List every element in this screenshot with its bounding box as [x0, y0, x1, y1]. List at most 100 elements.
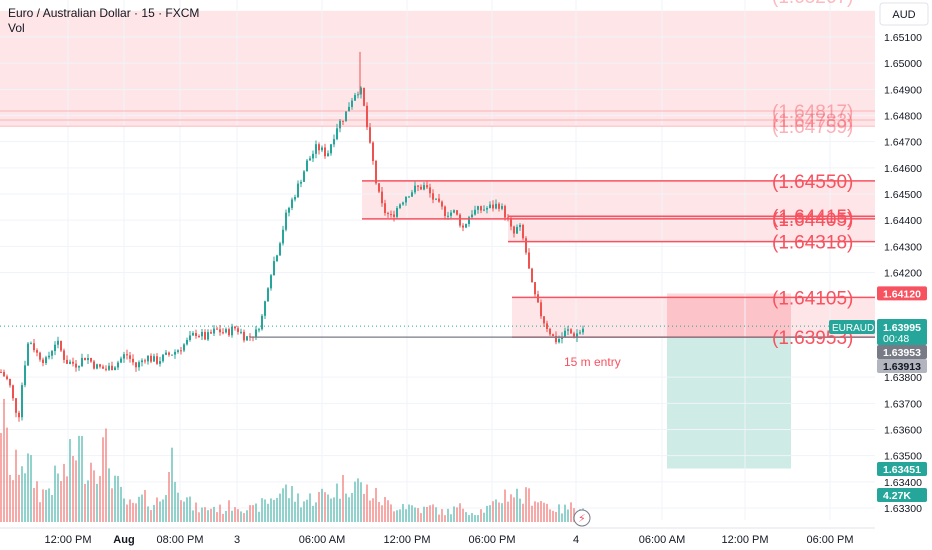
candle-body	[549, 328, 551, 335]
candle-body	[198, 336, 200, 338]
candle-body	[573, 333, 575, 338]
candle-body	[147, 355, 149, 362]
price-axis[interactable]: AUD 1.65100 1.65000 1.64900 1.64800 1.64700 1.…	[829, 0, 932, 550]
volume-bar	[480, 509, 482, 522]
volume-bar	[270, 498, 272, 522]
candle-body	[561, 336, 563, 340]
time-tick: 06:00 AM	[299, 534, 345, 546]
candle-body	[138, 362, 140, 368]
price-tick: 1.63600	[884, 425, 922, 437]
volume-bar	[66, 476, 68, 522]
volume-bar	[339, 498, 341, 522]
volume-bar	[549, 509, 551, 522]
annotations-layer: 15 m entry ⚡	[564, 355, 621, 527]
volume-bar	[570, 502, 572, 522]
candle-body	[78, 366, 80, 368]
candle-body	[225, 329, 227, 333]
candle-body	[261, 315, 263, 330]
volume-bar	[507, 501, 509, 522]
volume-bar	[282, 488, 284, 522]
volume-bar	[465, 512, 467, 522]
candle-body	[45, 357, 47, 363]
candle-body	[366, 105, 368, 128]
volume-bar	[183, 501, 185, 522]
volume-bar	[315, 502, 317, 522]
volume-bar	[477, 515, 479, 522]
volume-bar	[132, 502, 134, 522]
candle-body	[117, 362, 119, 368]
candle-body	[75, 363, 77, 368]
volume-bar	[186, 497, 188, 522]
candle-body	[501, 206, 503, 209]
price-axis-bg	[875, 0, 932, 550]
volume-bar	[54, 465, 56, 522]
volume-bar	[177, 492, 179, 522]
volume-bar	[78, 435, 80, 522]
candle-body	[570, 329, 572, 334]
candle-body	[558, 339, 560, 343]
level-label: (1.64105)	[772, 288, 853, 309]
volume-bar	[285, 484, 287, 522]
level-label: (1.64405)	[772, 210, 853, 231]
candle-body	[156, 356, 158, 364]
candle-body	[474, 209, 476, 215]
volume-bar	[399, 509, 401, 522]
volume-bar	[24, 473, 26, 522]
volume-bar	[492, 501, 494, 522]
volume-bar	[369, 500, 371, 522]
candle-body	[477, 206, 479, 210]
volume-bar	[165, 495, 167, 522]
candle-body	[282, 229, 284, 244]
candle-body	[303, 171, 305, 182]
candle-body	[534, 282, 536, 295]
candle-body	[228, 329, 230, 336]
candle-body	[531, 268, 533, 283]
level-label: (1.64415)	[772, 207, 853, 228]
price-tick: 1.64300	[884, 241, 922, 253]
candle-body	[576, 333, 578, 338]
candle-body	[102, 366, 104, 369]
price-tick: 1.63500	[884, 451, 922, 463]
volume-bar	[255, 503, 257, 522]
volume-bar	[531, 505, 533, 522]
volume-bar	[204, 507, 206, 522]
volume-bar	[423, 506, 425, 522]
candle-body	[582, 328, 584, 333]
candle-body	[414, 185, 416, 193]
price-tick: 1.63300	[884, 503, 922, 515]
candle-body	[357, 94, 359, 96]
candles-layer	[0, 51, 584, 422]
volume-indicator-label[interactable]: Vol	[8, 21, 25, 35]
stop-price-tag-bg	[877, 286, 927, 301]
candle-body	[201, 331, 203, 337]
candle-body	[240, 331, 242, 333]
candle-body	[462, 225, 464, 228]
price-tick: 1.64200	[884, 268, 922, 280]
candle-body	[231, 326, 233, 336]
volume-bar	[240, 511, 242, 522]
candle-body	[96, 364, 98, 369]
candle-body	[480, 206, 482, 211]
volume-bar	[318, 492, 320, 522]
candle-body	[15, 398, 17, 413]
volume-bar	[222, 513, 224, 522]
volume-bar	[228, 500, 230, 522]
level-label: (1.64783)	[772, 111, 853, 132]
price-tick: 1.63700	[884, 398, 922, 410]
volume-bar	[312, 505, 314, 522]
volume-bar	[528, 488, 530, 522]
volume-bar	[36, 481, 38, 522]
time-axis[interactable]: 12:00 PM Aug 08:00 PM 3 06:00 AM 12:00 PM 06:0…	[0, 527, 875, 546]
volume-bar	[291, 486, 293, 522]
candle-body	[333, 139, 335, 145]
candle-body	[372, 142, 374, 162]
candle-body	[234, 326, 236, 329]
entry-price-tag: 1.63953	[883, 347, 921, 359]
candle-body	[168, 352, 170, 355]
candle-body	[270, 275, 272, 289]
volume-bar	[303, 501, 305, 522]
volume-bar	[297, 493, 299, 522]
alt-price-tag: 1.63913	[883, 361, 921, 373]
symbol-title[interactable]: Euro / Australian Dollar · 15 · FXCM	[8, 6, 200, 20]
